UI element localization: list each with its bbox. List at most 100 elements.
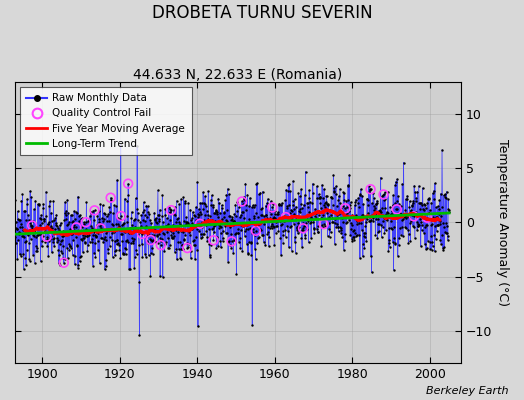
Point <box>70 227 79 233</box>
Point <box>112 241 121 248</box>
Point <box>412 209 421 215</box>
Point <box>269 201 278 207</box>
Point <box>347 235 356 242</box>
Point <box>288 208 296 214</box>
Point <box>343 204 352 210</box>
Point <box>380 189 389 196</box>
Point <box>45 219 53 226</box>
Point <box>23 196 31 202</box>
Point <box>74 193 82 200</box>
Point <box>380 215 388 221</box>
Point <box>82 219 90 226</box>
Point <box>390 224 398 230</box>
Point <box>168 226 177 233</box>
Point <box>294 208 303 214</box>
Point <box>308 216 316 222</box>
Point <box>36 258 45 264</box>
Point <box>216 210 224 216</box>
Point <box>45 238 53 244</box>
Point <box>357 186 365 192</box>
Point <box>400 213 409 219</box>
Point <box>401 196 410 202</box>
Point <box>134 231 143 238</box>
Point <box>256 227 265 233</box>
Point <box>351 202 359 208</box>
Point <box>404 240 412 246</box>
Point <box>425 207 434 214</box>
Point <box>184 244 192 250</box>
Point <box>151 217 159 223</box>
Point <box>243 241 251 247</box>
Point <box>51 229 59 236</box>
Point <box>209 237 217 244</box>
Point <box>102 230 111 237</box>
Point <box>54 224 62 231</box>
Point <box>194 211 202 217</box>
Point <box>55 251 63 258</box>
Point <box>17 198 26 204</box>
Point <box>75 258 84 265</box>
Point <box>253 223 261 230</box>
Point <box>283 203 291 209</box>
Point <box>202 208 211 214</box>
Point <box>438 232 446 238</box>
Point <box>118 238 126 244</box>
Point <box>138 209 147 215</box>
Point <box>246 194 254 201</box>
Point <box>108 221 116 227</box>
Point <box>396 210 404 216</box>
Point <box>190 237 198 243</box>
Point <box>226 242 234 248</box>
Point <box>423 214 431 221</box>
Point <box>162 223 170 229</box>
Point <box>220 214 228 220</box>
Point <box>84 242 93 248</box>
Point <box>267 210 275 217</box>
Point <box>326 229 335 235</box>
Point <box>61 256 70 262</box>
Point <box>356 215 365 222</box>
Point <box>357 227 366 233</box>
Point <box>388 208 396 214</box>
Point <box>25 240 33 246</box>
Point <box>73 243 82 249</box>
Point <box>61 210 69 216</box>
Point <box>164 245 172 251</box>
Point <box>350 234 358 240</box>
Point <box>314 228 322 235</box>
Point <box>128 222 137 228</box>
Point <box>97 235 106 242</box>
Point <box>145 211 154 217</box>
Point <box>82 226 90 232</box>
Point <box>241 228 249 234</box>
Point <box>334 228 343 234</box>
Point <box>81 228 89 235</box>
Point <box>232 270 241 277</box>
Point <box>157 227 165 233</box>
Point <box>267 198 275 204</box>
Point <box>246 219 255 225</box>
Point <box>103 228 111 234</box>
Point <box>92 234 100 240</box>
Point <box>72 234 80 240</box>
Point <box>441 195 450 201</box>
Point <box>17 221 25 228</box>
Point <box>215 222 223 228</box>
Point <box>387 225 395 232</box>
Point <box>292 225 301 231</box>
Point <box>27 236 35 242</box>
Point <box>78 237 86 243</box>
Point <box>96 225 105 232</box>
Point <box>121 228 129 235</box>
Point <box>433 222 441 228</box>
Point <box>339 202 347 209</box>
Point <box>48 225 57 231</box>
Point <box>224 186 232 192</box>
Point <box>345 201 354 208</box>
Point <box>130 236 138 242</box>
Point <box>429 243 437 249</box>
Point <box>223 230 232 236</box>
Point <box>302 226 311 232</box>
Point <box>386 212 395 218</box>
Point <box>94 247 102 253</box>
